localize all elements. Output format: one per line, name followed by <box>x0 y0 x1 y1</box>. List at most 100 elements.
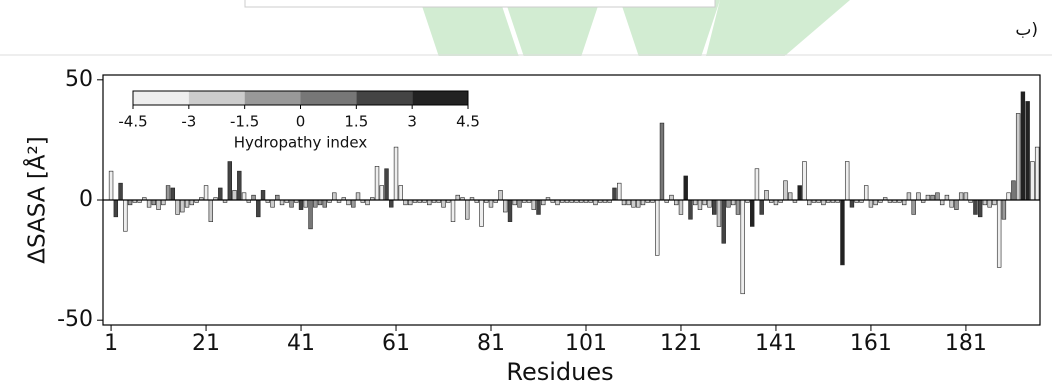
bar <box>593 199 598 206</box>
bar <box>260 190 266 201</box>
x-tick-label: 181 <box>945 331 987 356</box>
bar <box>298 199 304 210</box>
bar <box>351 199 356 208</box>
colorbar-segment <box>133 91 189 105</box>
bar <box>156 199 161 210</box>
bar <box>365 199 370 206</box>
bar <box>930 194 935 201</box>
bar <box>355 192 361 201</box>
bar <box>949 199 954 208</box>
colorbar-tick-label: -4.5 <box>118 113 147 131</box>
bar <box>1025 101 1030 201</box>
x-tick-label: 161 <box>850 331 892 356</box>
bar <box>982 199 988 206</box>
bar <box>517 199 522 208</box>
colorbar-segment <box>300 91 357 105</box>
bar <box>868 199 874 208</box>
bar <box>640 199 646 206</box>
bar <box>479 199 484 227</box>
bar <box>659 122 665 201</box>
bar <box>1015 113 1021 201</box>
bar <box>303 199 308 208</box>
bar <box>873 199 878 206</box>
plot-frame <box>102 74 1041 326</box>
colorbar-segment <box>356 91 413 105</box>
bar <box>716 199 722 227</box>
bar <box>631 199 636 208</box>
bar <box>996 199 1002 268</box>
bar <box>754 168 760 201</box>
bar <box>389 199 394 208</box>
bar <box>379 185 384 201</box>
colorbar-tick-label: 1.5 <box>344 113 368 131</box>
bar <box>963 192 969 201</box>
bar <box>683 175 688 201</box>
bar <box>617 182 622 201</box>
bar <box>911 199 916 215</box>
bar <box>844 161 850 201</box>
bar <box>973 199 978 215</box>
bar <box>773 199 779 206</box>
x-axis-label: Residues <box>506 358 613 386</box>
bar <box>541 199 546 206</box>
bar <box>1011 180 1016 201</box>
bar <box>797 185 802 201</box>
bar <box>655 199 660 256</box>
bar <box>332 192 337 201</box>
x-tick-label: 141 <box>755 331 797 356</box>
bar <box>322 199 327 208</box>
watermark-shape <box>505 0 600 60</box>
bar <box>393 146 399 201</box>
bar <box>621 199 627 206</box>
bar <box>398 185 403 201</box>
bar <box>227 161 233 201</box>
bar <box>531 199 536 210</box>
bar <box>987 199 992 208</box>
bar <box>925 194 931 201</box>
bar <box>674 199 679 206</box>
bar <box>750 199 755 227</box>
y-tick-label: 0 <box>79 187 93 212</box>
bar <box>901 199 907 206</box>
bar <box>612 187 617 201</box>
bar <box>189 199 195 206</box>
bar <box>237 170 242 201</box>
bar <box>165 185 171 201</box>
bar <box>108 170 114 201</box>
bar <box>317 199 323 206</box>
colorbar-tick-label: -3 <box>181 113 196 131</box>
bar <box>203 185 209 201</box>
bar <box>241 192 247 201</box>
x-tick-label: 61 <box>382 331 410 356</box>
bar <box>507 199 513 222</box>
bar <box>735 199 741 215</box>
bar <box>512 199 517 206</box>
bar <box>626 199 631 206</box>
bar <box>849 199 855 208</box>
bar <box>707 199 712 208</box>
bar <box>151 199 157 206</box>
bar <box>721 199 726 244</box>
bar <box>161 199 166 206</box>
x-tick-label: 41 <box>287 331 315 356</box>
colorbar-label: Hydropathy index <box>234 134 368 152</box>
bar <box>954 199 959 210</box>
bar <box>113 199 119 218</box>
bar <box>939 199 945 206</box>
bar <box>146 199 152 208</box>
colorbar-tick-label: 4.5 <box>456 113 480 131</box>
colorbar-tick-label: 3 <box>407 113 417 131</box>
bar <box>759 199 764 215</box>
bar <box>127 199 133 206</box>
x-tick-label: 1 <box>104 331 118 356</box>
bar <box>455 194 460 201</box>
bar <box>697 199 703 210</box>
bar <box>916 192 921 201</box>
bar <box>536 199 541 215</box>
bar <box>935 192 940 201</box>
bar <box>170 187 176 201</box>
bar <box>977 199 983 218</box>
bar <box>958 192 964 201</box>
bar <box>232 190 237 201</box>
